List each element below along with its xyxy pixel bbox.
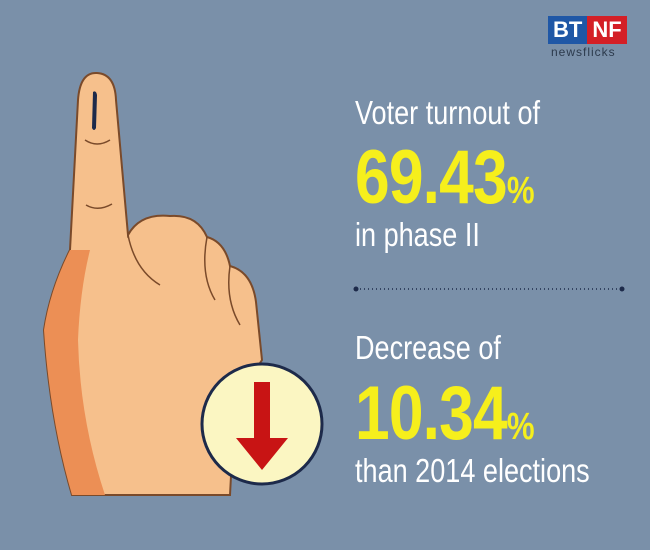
knuckles — [84, 139, 241, 326]
stat-lead: Decrease of — [355, 329, 501, 366]
divider-dot — [353, 286, 359, 292]
logo-tagline: newsflicks — [551, 45, 616, 59]
stat-tail: in phase II — [355, 216, 480, 253]
unit: % — [506, 406, 535, 448]
ink-mark — [92, 91, 97, 130]
stat-figure: 10.34% — [355, 376, 535, 452]
unit: % — [506, 170, 535, 212]
logo-right: NF — [587, 16, 627, 44]
stat-tail: than 2014 elections — [355, 452, 590, 489]
divider-dot — [619, 286, 625, 292]
stat-lead: Voter turnout of — [355, 94, 541, 131]
figure: 69.43 — [355, 135, 508, 220]
stat-figure: 69.43% — [355, 140, 535, 216]
logo: BT NF — [548, 16, 627, 44]
figure: 10.34 — [355, 371, 508, 456]
logo-left: BT — [548, 16, 588, 44]
down-arrow — [236, 382, 288, 470]
hand-shade — [44, 250, 105, 495]
